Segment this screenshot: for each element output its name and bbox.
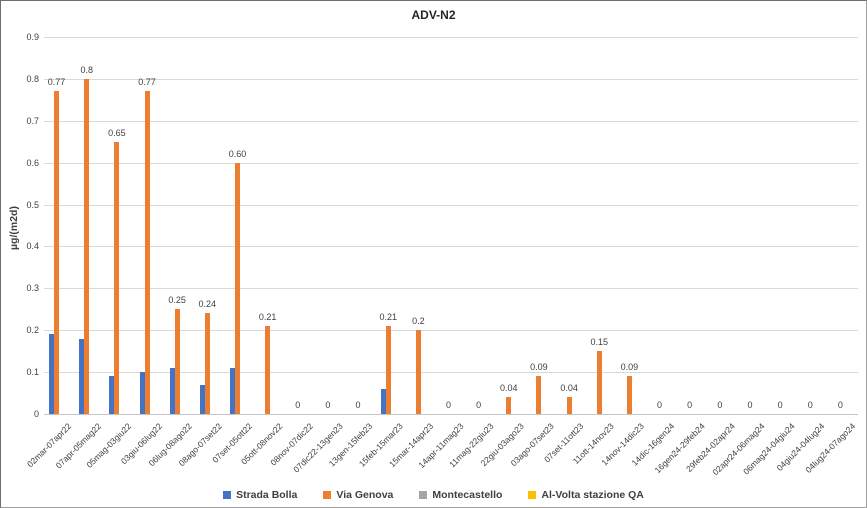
- y-tick-label: 0.7: [26, 115, 39, 126]
- data-label: 0.21: [258, 312, 277, 323]
- legend-swatch-icon: [323, 491, 332, 499]
- legend-label: Strada Bolla: [236, 489, 298, 501]
- y-tick-label: 0.5: [26, 199, 39, 210]
- data-label: 0.09: [620, 362, 639, 373]
- y-tick-label: 0: [33, 409, 39, 419]
- data-label: 0.24: [198, 299, 217, 310]
- data-label: 0.65: [108, 127, 126, 138]
- y-tick-label: 0.4: [26, 241, 39, 252]
- gridline: [44, 246, 858, 248]
- bar-via-genova: [174, 309, 180, 414]
- gridline: [44, 162, 858, 164]
- y-tick-label: 0.1: [26, 367, 39, 378]
- gridline: [44, 330, 858, 332]
- y-tick-label: 0.2: [26, 325, 39, 336]
- data-label: 0: [837, 400, 843, 410]
- y-tick-label: 0.3: [26, 283, 39, 294]
- bar-strada-bolla: [229, 367, 235, 414]
- bar-via-genova: [596, 351, 602, 414]
- legend-swatch-icon: [419, 491, 428, 499]
- legend-item: Via Genova: [323, 489, 393, 501]
- legend-item: Strada Bolla: [223, 489, 297, 501]
- data-label: 0.04: [500, 383, 518, 394]
- bar-strada-bolla: [139, 372, 145, 414]
- data-label: 0: [717, 400, 723, 410]
- data-label: 0: [445, 400, 452, 410]
- legend-label: Via Genova: [336, 489, 394, 501]
- data-label: 0: [355, 400, 361, 410]
- gridline: [44, 204, 858, 206]
- gridline: [44, 120, 858, 122]
- data-label: 0: [807, 400, 813, 410]
- legend-item: Montecastello: [419, 489, 502, 501]
- data-label: 0.60: [228, 148, 247, 159]
- data-label: 0.21: [379, 312, 397, 323]
- data-label: 0: [777, 400, 783, 410]
- gridline: [44, 372, 858, 374]
- data-label: 0.04: [560, 383, 578, 394]
- bar-via-genova: [536, 376, 542, 414]
- bar-strada-bolla: [199, 384, 205, 414]
- y-tick-label: 0.9: [26, 32, 39, 42]
- data-label: 0: [295, 400, 301, 410]
- y-tick-label: 0.6: [26, 157, 39, 168]
- bar-strada-bolla: [49, 334, 55, 414]
- bar-via-genova: [415, 330, 421, 414]
- y-tick-label: 0.8: [26, 73, 39, 84]
- x-axis-line: [44, 414, 858, 415]
- bar-via-genova: [265, 326, 271, 414]
- bar-strada-bolla: [380, 388, 386, 414]
- chart-title: ADV-N2: [411, 8, 456, 22]
- bar-via-genova: [385, 326, 391, 414]
- data-label: 0.09: [530, 362, 548, 373]
- bar-via-genova: [626, 376, 632, 414]
- gridline: [44, 37, 858, 38]
- bar-via-genova: [566, 397, 572, 414]
- legend-swatch-icon: [223, 491, 232, 499]
- legend-label: Al-Volta stazione QA: [541, 489, 644, 501]
- legend-label: Montecastello: [432, 489, 503, 501]
- data-label: 0: [657, 400, 663, 410]
- legend-swatch-icon: [528, 491, 537, 499]
- data-label: 0: [476, 400, 482, 410]
- data-label: 0.77: [47, 77, 66, 88]
- bar-strada-bolla: [79, 338, 85, 414]
- gridline: [44, 288, 858, 290]
- legend-item: Al-Volta stazione QA: [528, 489, 644, 501]
- bar-via-genova: [144, 91, 150, 414]
- chart-legend: Strada Bolla Via Genova Montecastello Al-Vo…: [1, 489, 866, 501]
- data-label: 0: [325, 400, 331, 410]
- data-label: 0.15: [590, 337, 608, 348]
- data-label: 0: [747, 400, 753, 410]
- data-label: 0.2: [412, 316, 425, 327]
- bar-via-genova: [84, 78, 90, 414]
- data-label: 0.25: [168, 295, 186, 306]
- data-label: 0.77: [138, 77, 156, 88]
- bar-via-genova: [506, 397, 512, 414]
- bar-via-genova: [114, 141, 120, 414]
- gridline: [44, 78, 858, 80]
- bar-via-genova: [54, 91, 60, 414]
- bar-strada-bolla: [109, 376, 115, 414]
- data-label: 0: [687, 400, 693, 410]
- x-tick-label: 02apr24-06mag24: [710, 421, 767, 478]
- data-label: 0.8: [80, 64, 93, 75]
- bar-strada-bolla: [169, 367, 175, 414]
- bar-via-genova: [204, 313, 210, 414]
- bar-via-genova: [234, 162, 240, 414]
